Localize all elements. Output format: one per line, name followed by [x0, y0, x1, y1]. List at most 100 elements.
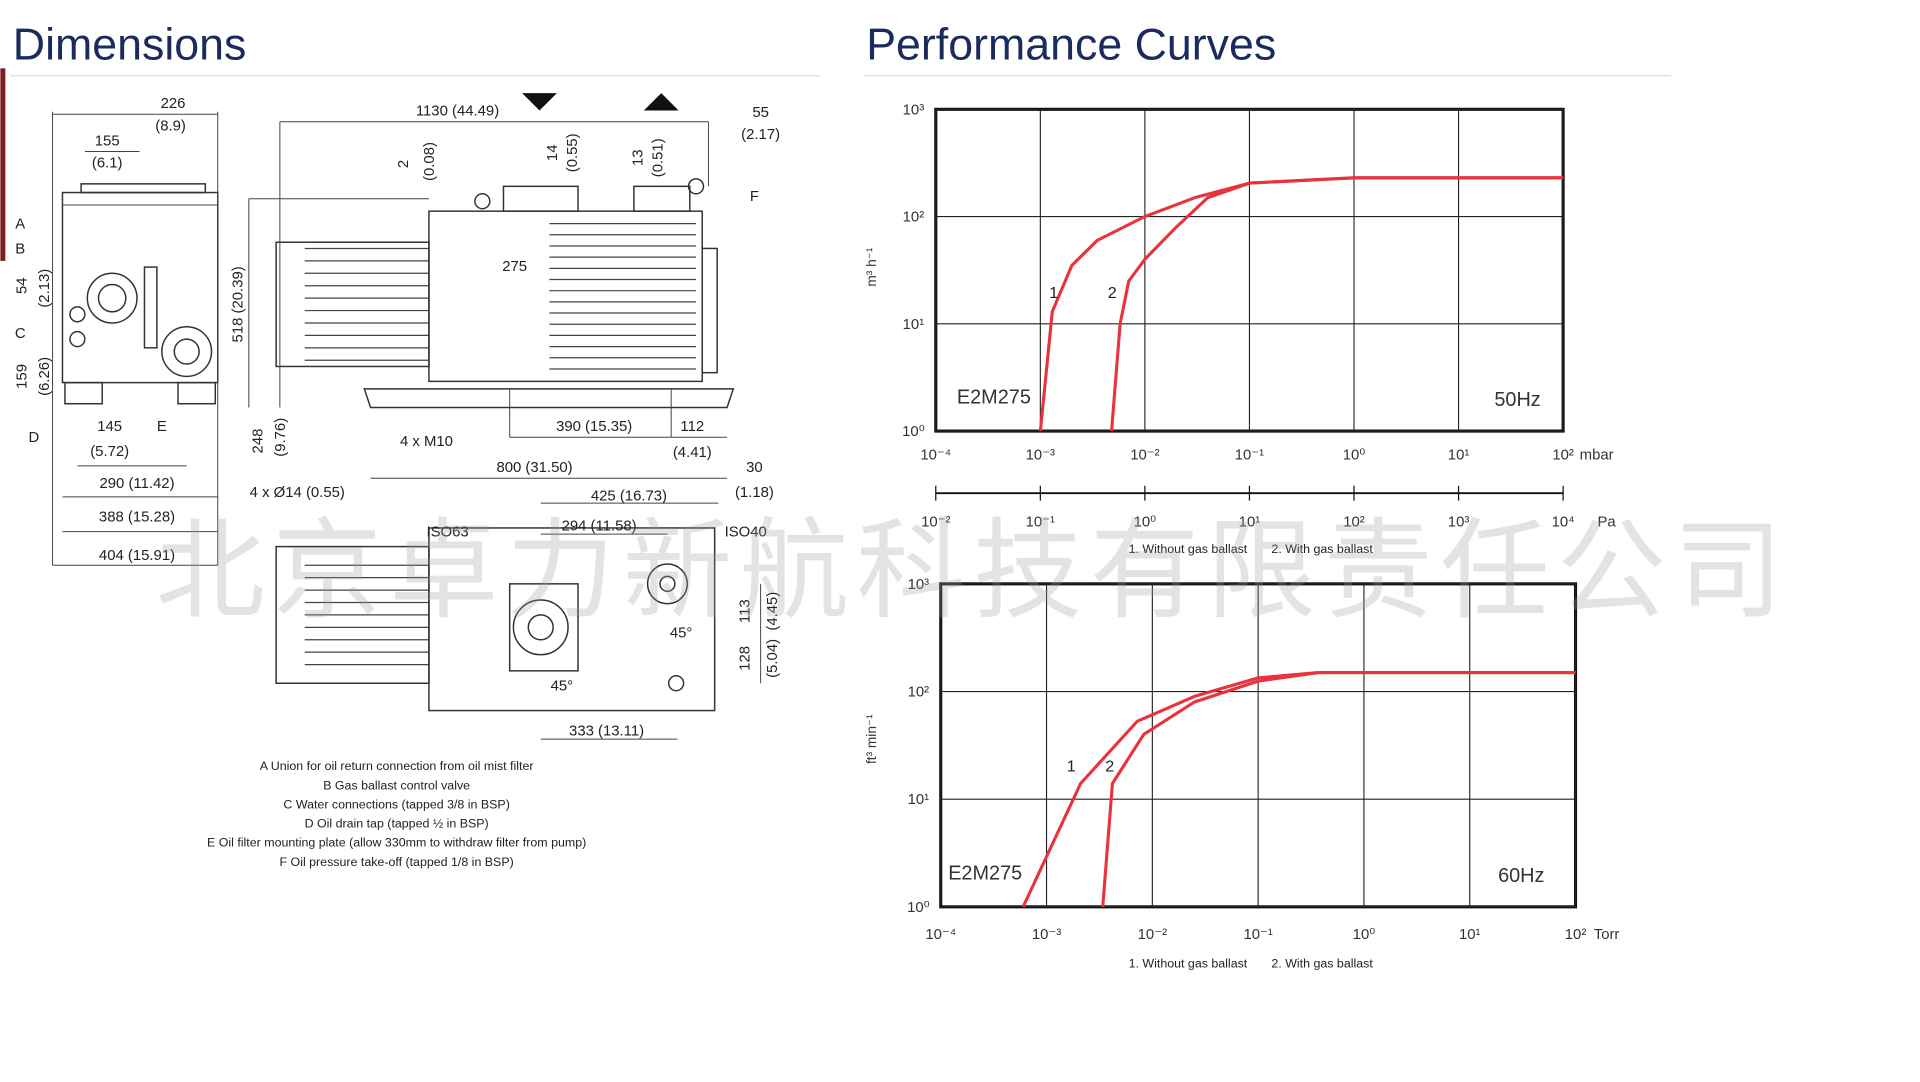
x2-tick-label: 10⁰ [1134, 515, 1157, 531]
dimension-label: 112 [680, 419, 704, 435]
x-tick-label: 10⁻¹ [1235, 448, 1264, 464]
dimension-label: 388 (15.28) [99, 510, 175, 526]
dimension-label: 4 x Ø14 (0.55) [250, 485, 345, 501]
x2-tick-label: 10⁴ [1552, 515, 1575, 531]
x-unit: mbar [1580, 448, 1614, 464]
x-tick-label: 10⁻¹ [1243, 927, 1272, 943]
dimension-label: F [750, 189, 759, 205]
dimension-label: C [15, 326, 26, 342]
accent-bar [0, 68, 6, 261]
note: F Oil pressure take-off (tapped 1/8 in B… [280, 855, 514, 869]
series-label: 2 [1105, 757, 1114, 775]
x-tick-label: 10⁰ [1343, 448, 1366, 464]
dimension-label: 800 (31.50) [496, 460, 572, 476]
dimension-label: 159 [14, 364, 30, 389]
pump-drawing [52, 93, 762, 740]
x-tick-label: 10⁻⁴ [925, 927, 956, 943]
x2-tick-label: 10¹ [1239, 515, 1261, 531]
dimension-label: 275 [502, 259, 527, 275]
x-tick-label: 10⁰ [1353, 927, 1376, 943]
x-tick-label: 10⁻⁴ [920, 448, 951, 464]
dimension-label: 30 [746, 460, 763, 476]
x-tick-label: 10¹ [1459, 927, 1481, 943]
dimension-label: 128 [737, 646, 753, 671]
dimension-label: (0.51) [650, 138, 666, 177]
series-line [1101, 671, 1576, 907]
dimension-label: 45° [551, 679, 574, 695]
note: B Gas ballast control valve [323, 778, 470, 792]
series-label: 2 [1108, 284, 1117, 302]
dimension-label: (4.45) [765, 592, 781, 631]
legend-note: 1. Without gas ballast [1129, 542, 1248, 556]
dimension-label: E [157, 419, 167, 435]
x2-tick-label: 10⁻¹ [1026, 515, 1055, 531]
dimension-label: 13 [631, 149, 647, 166]
y-axis-label: m³ h⁻¹ [864, 247, 879, 287]
dimension-label: (0.08) [422, 142, 438, 181]
dimension-notes: A Union for oil return connection from o… [207, 759, 586, 869]
dimension-label: 425 (16.73) [591, 489, 667, 505]
series-line [1110, 176, 1564, 432]
dimension-label: (5.72) [90, 444, 129, 460]
dimension-label: 1130 (44.49) [416, 104, 499, 120]
x-tick-label: 10⁻² [1138, 927, 1167, 943]
dimension-label: 155 [95, 133, 120, 149]
charts: 10⁻⁴ 10⁻³ 10⁻² 10⁻¹ 10⁰ 10¹ 10² mbar 10⁰ 10¹ 10² 10… [864, 102, 1619, 970]
dimension-label: (8.9) [155, 118, 186, 134]
note: D Oil drain tap (tapped ½ in BSP) [305, 817, 489, 831]
dimension-label: (6.1) [92, 156, 123, 172]
annotation: E2M275 [948, 863, 1022, 885]
dimension-label: (4.41) [673, 445, 712, 461]
series-label: 1 [1049, 284, 1058, 302]
y-tick-label: 10² [908, 684, 930, 700]
dimension-label: 518 (20.39) [231, 266, 247, 342]
x-tick-label: 10¹ [1448, 448, 1470, 464]
dimension-label: 4 x M10 [400, 434, 453, 450]
y-axis-label: ft³ min⁻¹ [864, 714, 879, 764]
dimension-label: ISO40 [725, 525, 767, 541]
dimension-label: 2 [396, 160, 412, 168]
dimension-label: D [29, 430, 40, 446]
x2-tick-label: 10³ [1448, 515, 1470, 531]
dimension-label: (9.76) [273, 418, 289, 457]
x-tick-label: 10⁻³ [1026, 448, 1055, 464]
dimension-label: 390 (15.35) [556, 419, 632, 435]
legend-note: 2. With gas ballast [1271, 542, 1373, 556]
annotation: 60Hz [1498, 865, 1544, 887]
x-tick-label: 10⁻³ [1032, 927, 1061, 943]
y-tick-label: 10⁰ [907, 900, 930, 916]
dimension-label: 45° [670, 625, 693, 641]
legend-note: 1. Without gas ballast [1129, 957, 1248, 971]
y-tick-label: 10³ [908, 577, 930, 593]
dimension-label: A [15, 217, 25, 233]
dimension-label: (2.17) [741, 127, 780, 143]
x-tick-label: 10² [1552, 448, 1574, 464]
dimension-label: 333 (13.11) [569, 723, 644, 739]
section-title: Performance Curves [866, 21, 1276, 70]
y-tick-label: 10¹ [908, 792, 930, 808]
dimension-label: 14 [545, 145, 561, 162]
x2-unit: Pa [1597, 515, 1616, 531]
dimension-label: (6.26) [37, 357, 53, 396]
x-tick-label: 10⁻² [1130, 448, 1159, 464]
dimension-label: 113 [737, 599, 753, 623]
section-title: Dimensions [13, 21, 247, 70]
y-tick-label: 10⁰ [902, 424, 925, 440]
annotation: E2M275 [957, 387, 1031, 409]
dimension-label: 226 [161, 96, 186, 112]
x2-tick-label: 10² [1343, 515, 1365, 531]
dimension-label: 54 [14, 277, 30, 294]
dimension-label: ISO63 [426, 525, 468, 541]
dimension-label: 290 (11.42) [99, 476, 174, 492]
note: A Union for oil return connection from o… [260, 759, 534, 773]
y-tick-label: 10¹ [903, 317, 925, 333]
note: E Oil filter mounting plate (allow 330mm… [207, 836, 586, 850]
dimension-label: B [15, 241, 25, 257]
dimension-label: 404 (15.91) [99, 548, 175, 564]
dimension-label: (2.13) [37, 269, 53, 308]
x-unit: Torr [1594, 927, 1620, 943]
dimension-labels: 226 (8.9) 155 (6.1) 1130 (44.49) 55 (2.17) 2 (0.… [14, 96, 780, 739]
note: C Water connections (tapped 3/8 in BSP) [283, 797, 509, 811]
